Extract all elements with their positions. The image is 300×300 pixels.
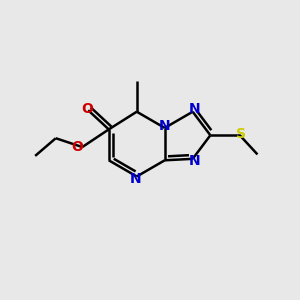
Text: N: N: [130, 172, 141, 186]
Text: N: N: [188, 154, 200, 168]
Text: O: O: [81, 102, 93, 116]
Text: S: S: [236, 127, 246, 141]
Text: O: O: [71, 140, 83, 154]
Text: N: N: [159, 118, 170, 133]
Text: N: N: [188, 102, 200, 116]
